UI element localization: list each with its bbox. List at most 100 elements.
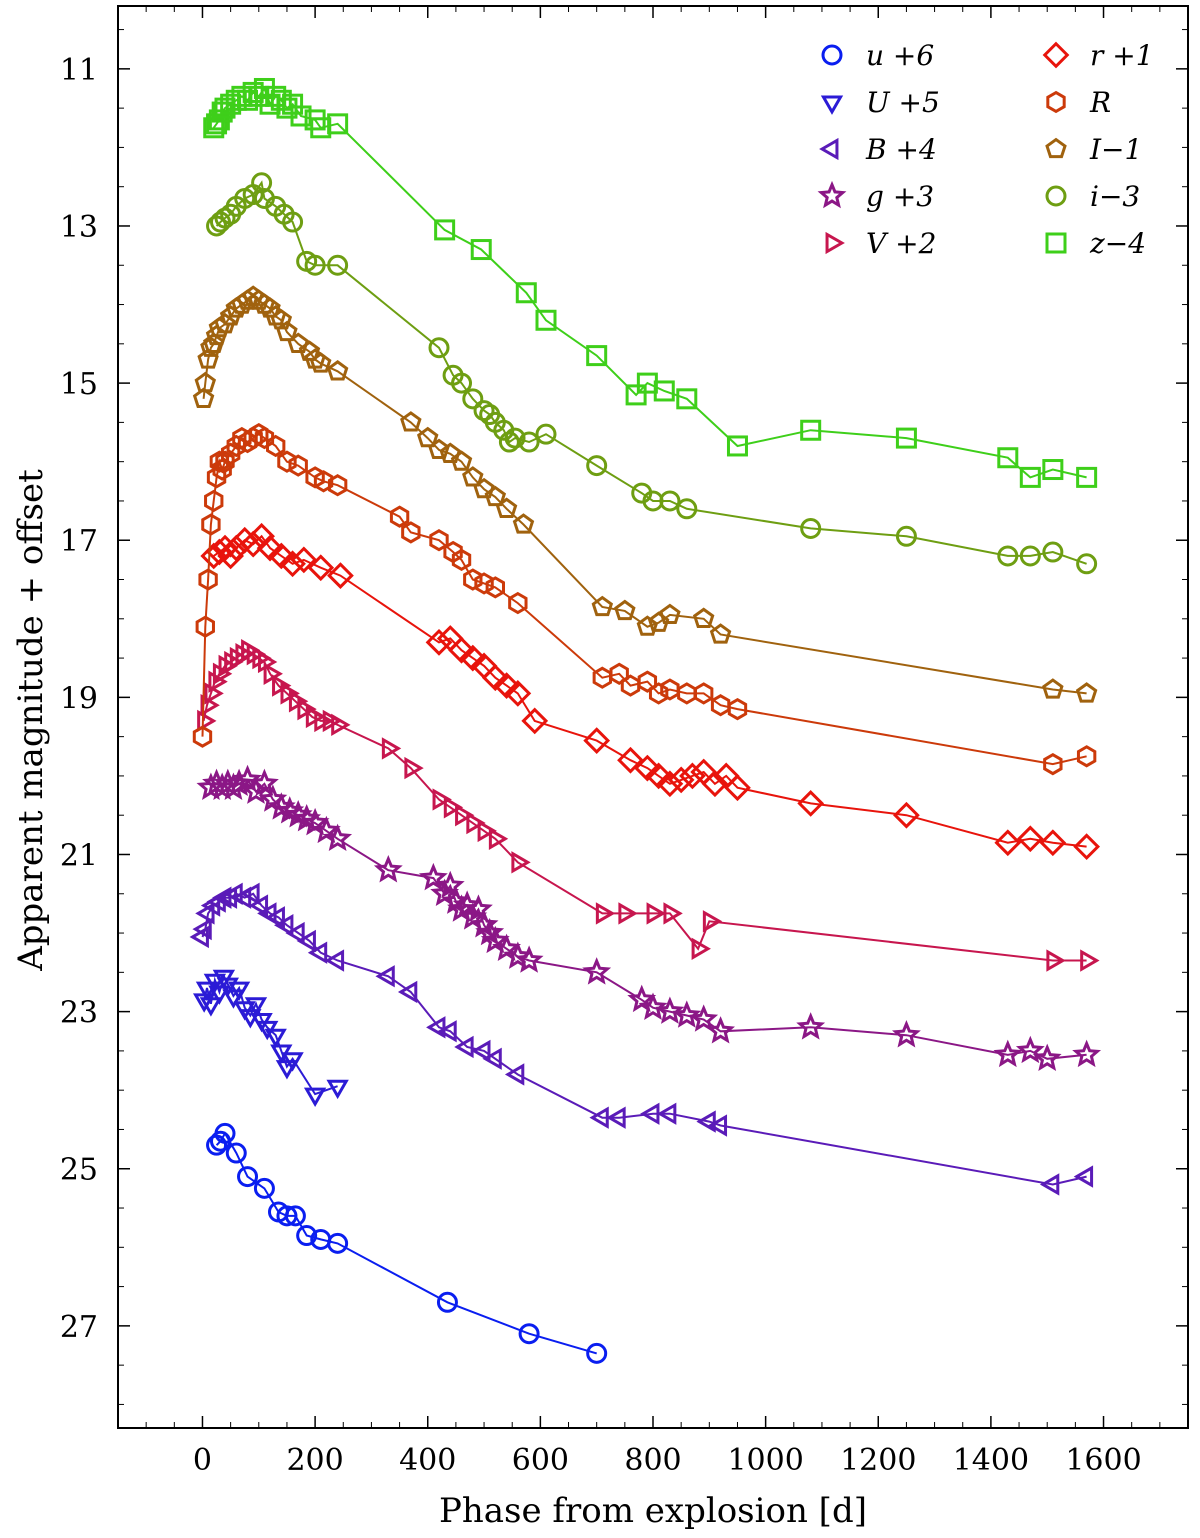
data-point-B+4: [707, 1114, 728, 1137]
data-point-g+3: [418, 862, 448, 891]
data-point-B+4: [1039, 1173, 1060, 1196]
data-point-i-3: [428, 337, 450, 359]
data-point-B+4: [426, 1016, 446, 1039]
x-axis-title: Phase from explosion [d]: [439, 1491, 867, 1531]
data-point-r+1: [521, 707, 549, 735]
data-point-r+1: [493, 672, 520, 699]
data-point-V+2: [197, 709, 217, 733]
data-point-r+1: [667, 766, 695, 794]
legend-marker-R: [1046, 90, 1066, 114]
data-point-i-3: [282, 211, 304, 233]
data-point-g+3: [514, 945, 544, 973]
data-point-g+3: [435, 870, 465, 899]
data-point-g+3: [1032, 1043, 1062, 1072]
data-point-V+2: [432, 788, 452, 811]
data-point-r+1: [256, 534, 284, 562]
data-point-g+3: [373, 855, 403, 883]
data-point-g+3: [993, 1039, 1023, 1068]
data-point-i-3: [586, 455, 608, 477]
data-point-V+2: [1080, 949, 1100, 972]
data-point-V+2: [646, 902, 666, 925]
data-point-V+2: [477, 819, 497, 843]
data-point-B+4: [606, 1106, 626, 1129]
data-point-U+5: [326, 1079, 349, 1100]
data-point-U+5: [281, 1052, 304, 1072]
data-point-i-3: [1019, 545, 1041, 567]
data-point-g+3: [503, 941, 533, 969]
legend-marker-I-1: [1045, 137, 1067, 159]
series-i-3: [206, 172, 1098, 575]
data-point-B+4: [285, 921, 305, 945]
data-point-u+6: [327, 1232, 349, 1254]
data-point-I-1: [462, 466, 484, 487]
x-tick-label: 1200: [840, 1443, 916, 1478]
series-line-B+4: [201, 892, 1087, 1186]
legend-marker-u+6: [821, 44, 843, 66]
data-point-I-1: [512, 513, 535, 534]
data-point-r+1: [701, 770, 729, 798]
data-point-I-1: [194, 371, 217, 393]
data-point-z-4: [1019, 466, 1041, 488]
data-point-R: [195, 615, 215, 638]
data-point-B+4: [307, 941, 328, 964]
x-tick-label: 800: [624, 1443, 681, 1478]
data-point-r+1: [481, 664, 509, 692]
data-point-V+2: [212, 662, 233, 685]
data-point-U+5: [199, 997, 223, 1017]
data-point-B+4: [192, 917, 212, 941]
data-point-I-1: [439, 442, 462, 463]
data-point-I-1: [287, 332, 309, 353]
legend-label-V+2: V +2: [866, 227, 936, 260]
data-point-U+5: [208, 985, 231, 1005]
data-point-V+2: [443, 796, 464, 819]
data-point-I-1: [225, 297, 248, 318]
data-point-R: [198, 568, 218, 591]
data-point-r+1: [248, 522, 275, 550]
data-point-r+1: [893, 801, 920, 829]
series-layer: [189, 77, 1102, 1364]
data-point-B+4: [375, 965, 395, 988]
data-point-g+3: [250, 768, 279, 797]
legend-marker-B+4: [819, 137, 839, 161]
data-point-I-1: [309, 352, 332, 373]
data-point-R: [389, 505, 410, 528]
series-V+2: [197, 639, 1100, 972]
data-point-I-1: [659, 603, 681, 625]
data-point-I-1: [416, 426, 439, 448]
x-tick-label: 0: [193, 1443, 212, 1478]
data-point-R: [508, 591, 528, 615]
data-point-g+3: [796, 1012, 826, 1040]
series-U+5: [192, 969, 349, 1107]
data-point-z-4: [327, 113, 349, 135]
data-point-r+1: [1039, 829, 1067, 857]
data-point-I-1: [400, 411, 422, 432]
data-point-B+4: [696, 1110, 716, 1133]
data-point-i-3: [997, 545, 1019, 567]
series-line-V+2: [202, 648, 1087, 962]
data-point-B+4: [240, 882, 260, 905]
series-line-z-4: [212, 86, 1087, 479]
data-point-R: [201, 513, 221, 536]
series-u+6: [206, 1122, 608, 1364]
data-point-I-1: [326, 360, 349, 381]
data-point-R: [660, 678, 680, 701]
legend-marker-z-4: [1045, 232, 1067, 254]
data-point-i-3: [251, 172, 273, 194]
data-point-z-4: [242, 81, 264, 103]
data-point-r+1: [724, 774, 751, 802]
data-point-I-1: [298, 340, 321, 361]
data-point-R: [485, 576, 505, 599]
data-point-R: [429, 529, 449, 552]
data-point-i-3: [462, 388, 484, 410]
data-point-V+2: [381, 737, 402, 760]
data-point-U+5: [303, 1087, 327, 1107]
data-point-r+1: [1073, 833, 1101, 861]
legend-label-R: R: [1089, 86, 1111, 119]
data-point-r+1: [994, 829, 1022, 857]
legend-label-r+1: r +1: [1090, 39, 1154, 72]
data-point-V+2: [595, 902, 616, 925]
data-point-V+2: [691, 937, 711, 960]
data-point-i-3: [800, 517, 822, 539]
x-tick-label: 600: [512, 1443, 569, 1478]
data-point-z-4: [1076, 466, 1098, 488]
